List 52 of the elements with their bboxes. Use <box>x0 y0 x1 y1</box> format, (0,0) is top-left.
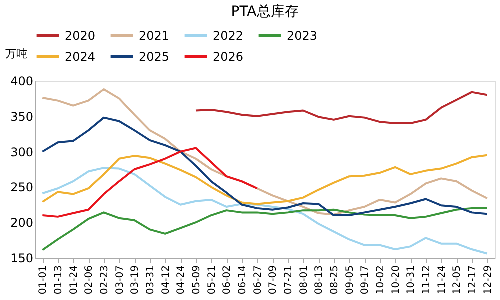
x-tick-label: 03-19 <box>130 266 142 295</box>
x-tick-label: 04-24 <box>176 266 188 295</box>
x-tick-label: 09-17 <box>360 266 372 295</box>
x-tick-label: 06-14 <box>238 266 248 295</box>
y-tick-label: 200 <box>10 216 34 230</box>
y-tick-label: 150 <box>10 252 34 266</box>
x-tick-label: 12-05 <box>452 266 464 295</box>
line-series <box>42 116 488 217</box>
line-series <box>42 154 488 206</box>
x-tick-label: 10-31 <box>406 266 418 295</box>
x-tick-label: 08-01 <box>298 266 310 295</box>
line-series <box>42 88 488 216</box>
x-tick-label: 01-24 <box>68 266 80 295</box>
legend-label: 2020 <box>65 29 96 43</box>
x-tick-label: 03-07 <box>114 266 126 295</box>
x-tick-label: 08-13 <box>314 266 326 295</box>
x-tick-label: 12-29 <box>482 266 494 295</box>
x-tick-label: 03-31 <box>146 266 156 295</box>
legend-label: 2021 <box>139 29 170 43</box>
line-series <box>42 147 258 218</box>
x-tick-label: 12-17 <box>468 266 478 295</box>
y-tick-label: 300 <box>10 145 34 160</box>
x-tick-label: 02-23 <box>100 266 110 295</box>
legend-label: 2022 <box>213 29 244 43</box>
x-tick-label: 11-12 <box>422 266 432 295</box>
x-tick-label: 01-01 <box>38 266 50 295</box>
x-tick-label: 11-24 <box>436 266 448 295</box>
x-tick-label: 06-27 <box>252 266 264 295</box>
legend-label: 2023 <box>287 29 318 43</box>
x-tick-label: 04-12 <box>160 266 172 295</box>
x-tick-label: 02-06 <box>84 266 96 295</box>
x-tick-label: 10-02 <box>376 266 386 295</box>
legend-label: 2024 <box>65 50 96 64</box>
chart-title: PTA总库存 <box>231 4 299 20</box>
x-tick-label: 01-13 <box>54 266 64 295</box>
y-tick-label: 400 <box>10 74 34 88</box>
line-series <box>195 91 488 124</box>
legend-label: 2025 <box>139 50 170 64</box>
x-tick-label: 06-02 <box>222 266 234 295</box>
x-tick-label: 08-25 <box>330 266 340 295</box>
line-series <box>42 167 488 255</box>
x-tick-label: 09-05 <box>344 266 356 295</box>
x-tick-label: 10-20 <box>390 266 402 295</box>
legend-label: 2026 <box>213 50 244 64</box>
x-tick-label: 05-21 <box>206 266 218 295</box>
y-tick-label: 350 <box>10 110 34 124</box>
x-tick-label: 07-21 <box>284 266 294 295</box>
line-series <box>42 207 488 252</box>
x-tick-label: 05-09 <box>192 266 202 295</box>
y-tick-label: 250 <box>10 180 34 195</box>
y-axis-title: 万吨 <box>6 48 28 60</box>
x-tick-label: 07-09 <box>268 266 280 295</box>
